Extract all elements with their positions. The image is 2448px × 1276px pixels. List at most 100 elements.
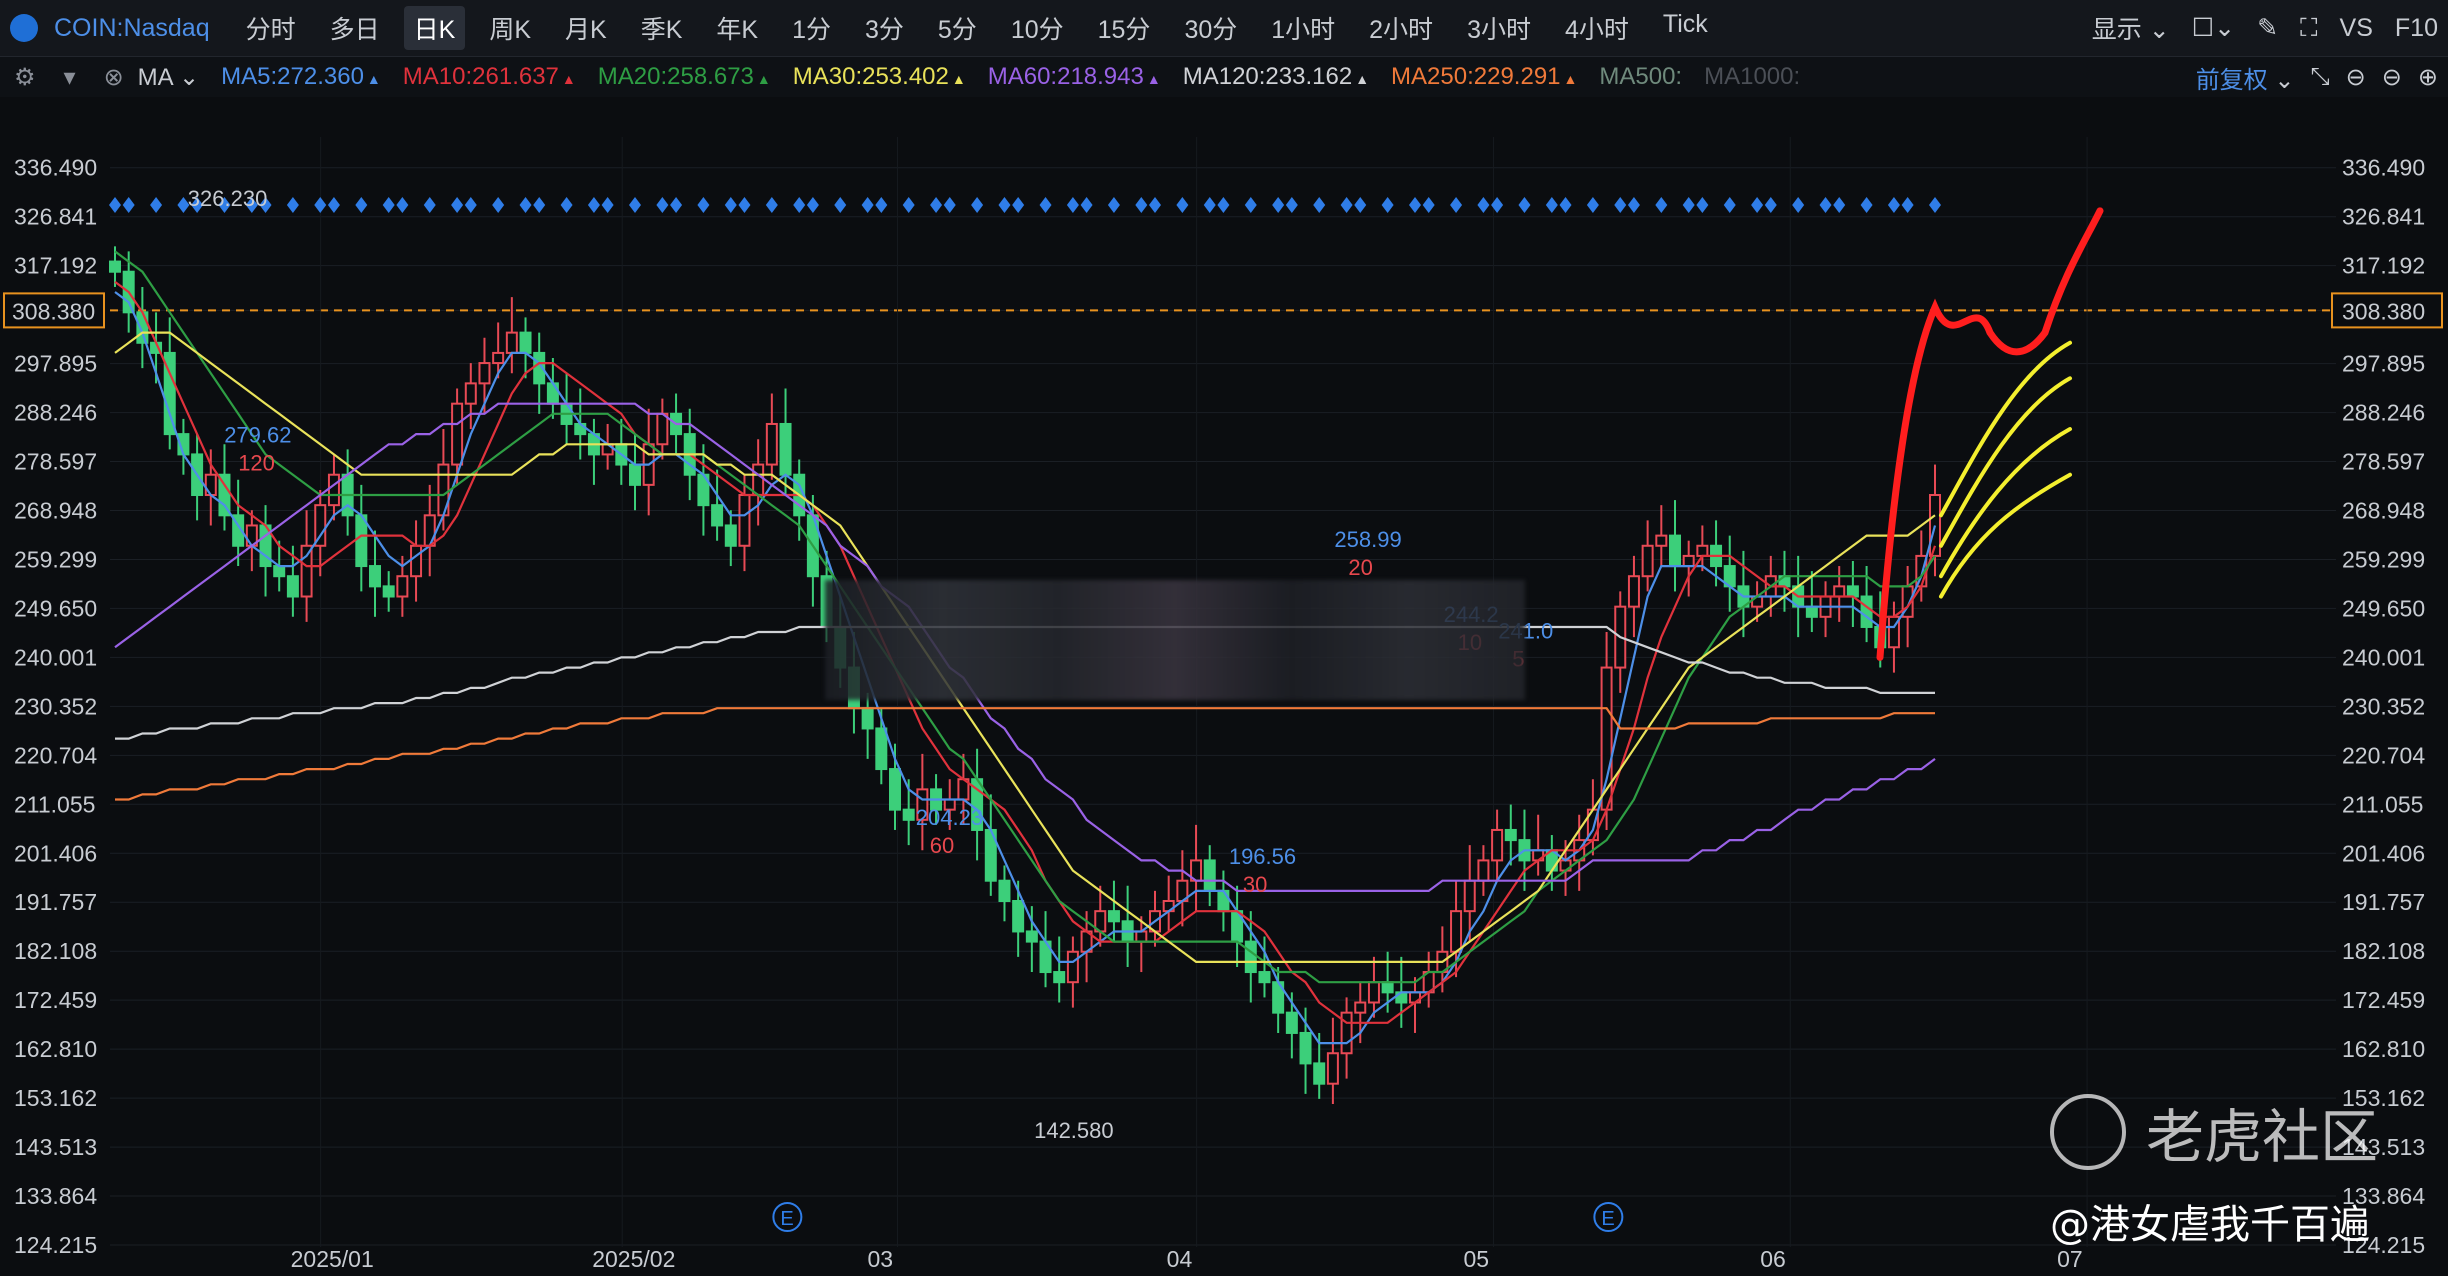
signal-diamond <box>560 197 573 213</box>
y-tick-label: 191.757 <box>14 889 97 915</box>
period-tab[interactable]: 5分 <box>937 16 977 44</box>
period-tab[interactable]: Tick <box>1662 10 1708 38</box>
signal-diamond <box>327 197 340 213</box>
candle-body <box>314 504 327 547</box>
period-tab[interactable]: 4小时 <box>1564 16 1629 44</box>
candle-body <box>1669 534 1681 568</box>
candle-body <box>136 311 149 344</box>
square-icon[interactable]: ☐⌄ <box>2191 14 2236 42</box>
period-tab[interactable]: 1分 <box>792 16 831 44</box>
candle-body <box>1641 544 1654 578</box>
candle-body <box>355 514 368 568</box>
candle-body <box>1025 930 1038 943</box>
signal-diamond <box>1203 197 1216 213</box>
period-tab[interactable]: 1小时 <box>1271 16 1336 44</box>
signal-diamond <box>861 197 874 213</box>
period-tab[interactable]: 2小时 <box>1369 16 1434 44</box>
ma-value-label: MA20:258.673 <box>597 63 754 90</box>
period-tab[interactable]: 3分 <box>865 16 904 44</box>
signal-diamond <box>191 197 204 213</box>
ma-value: MA5:272.360 ▲ <box>221 63 381 91</box>
y-tick-label: 162.810 <box>14 1036 97 1062</box>
y-tick-label: 259.299 <box>2342 546 2425 572</box>
price-annotation: 279.62 <box>224 422 291 447</box>
signal-diamond <box>1518 197 1531 213</box>
candle-body <box>423 514 436 547</box>
plus-circle-icon[interactable]: ⊕ <box>2417 63 2438 91</box>
candle-body <box>861 707 874 730</box>
fullscreen-icon[interactable]: ⛶ <box>2300 13 2318 42</box>
display-menu[interactable]: 显示 ⌄ <box>2092 10 2170 46</box>
candle-body <box>410 544 423 578</box>
signal-diamond <box>1655 197 1668 213</box>
ma-line-ma20 <box>114 250 1936 984</box>
period-tab[interactable]: 季K <box>640 16 683 44</box>
signal-diamond <box>1491 197 1504 213</box>
period-tab[interactable]: 10分 <box>1010 16 1064 44</box>
gear-icon[interactable]: ⚙ <box>14 63 36 91</box>
signal-diamond <box>1176 197 1189 213</box>
chevron-down-icon: ⌄ <box>2148 16 2170 44</box>
candle-body <box>889 768 901 811</box>
candle-body <box>1846 585 1859 598</box>
ma-line-ma60 <box>114 402 1936 893</box>
signal-diamond <box>1080 197 1093 213</box>
y-tick-label: 211.055 <box>2342 791 2423 817</box>
candle-body <box>1203 859 1216 892</box>
adjust-select[interactable]: 前复权 ⌄ <box>2195 66 2295 94</box>
ma-value: MA500: <box>1599 63 1682 91</box>
signal-diamond <box>1217 197 1230 213</box>
signal-diamond <box>1696 197 1709 213</box>
period-tabs: 分时 多日 日K 周K 月K 季K 年K 1分 3分 5分 10分 15分 30分 1小时 2小时 3小时 4小… <box>236 6 1732 50</box>
x-tick-label: 2025/02 <box>592 1246 675 1272</box>
up-arrow-icon: ▲ <box>1146 71 1161 87</box>
period-tab[interactable]: 3小时 <box>1467 16 1531 44</box>
y-tick-label: 297.895 <box>2342 351 2425 377</box>
period-tab[interactable]: 多日 <box>329 16 380 44</box>
period-tab[interactable]: 月K <box>565 16 607 44</box>
ma-value-label: MA5:272.360 <box>221 63 364 90</box>
candle-body <box>1066 950 1079 984</box>
candle-body <box>163 351 176 436</box>
kline-chart[interactable]: 336.490 336.490 326.841 326.841 317.192 317.1… <box>0 97 2448 1276</box>
indicator-select[interactable]: MA ⌄ <box>137 63 200 91</box>
scale-icon[interactable]: ⤡ <box>2310 63 2330 90</box>
period-tab[interactable]: 30分 <box>1184 16 1238 44</box>
hand-drawn-projection-yellow <box>1939 340 2072 518</box>
price-annotation: 142.580 <box>1034 1118 1114 1143</box>
minus-circle-icon[interactable]: ⊖ <box>2381 63 2402 91</box>
y-tick-label: 268.948 <box>2342 498 2425 524</box>
period-tab[interactable]: 年K <box>716 16 759 44</box>
signal-diamond <box>697 197 710 213</box>
y-tick-label: 220.704 <box>2342 742 2425 768</box>
period-tab[interactable]: 日K <box>403 6 466 50</box>
pen-icon[interactable]: ✎ <box>2257 14 2279 42</box>
f10-button[interactable]: F10 <box>2394 13 2438 42</box>
signal-diamond <box>1107 197 1120 213</box>
signal-diamond <box>1039 197 1052 213</box>
candle-body <box>505 331 518 354</box>
close-icon[interactable]: ⊗ <box>103 63 124 91</box>
minus-circle-icon[interactable]: ⊖ <box>2345 63 2366 91</box>
period-tab[interactable]: 分时 <box>245 16 296 44</box>
signal-diamond <box>245 197 258 213</box>
price-annotation: 204.23 <box>916 805 983 830</box>
signal-diamond <box>943 197 956 213</box>
candle-body <box>779 422 792 476</box>
period-annotation: 20 <box>1348 555 1372 580</box>
period-tab[interactable]: 周K <box>489 16 532 44</box>
author-credit: @港女虐我千百遍 <box>2050 1202 2370 1248</box>
candle-body <box>492 351 505 365</box>
y-tick-label: 153.162 <box>14 1085 97 1111</box>
period-tab[interactable]: 15分 <box>1097 16 1151 44</box>
tiger-logo-icon <box>2050 1094 2126 1170</box>
vs-button[interactable]: VS <box>2339 13 2373 42</box>
signal-diamond <box>629 197 641 213</box>
watermark: 老虎社区 <box>2050 1090 2378 1174</box>
candle-body <box>902 808 915 821</box>
dropdown-circle-icon[interactable]: ▾ <box>63 63 76 91</box>
candle-body <box>711 504 724 527</box>
y-tick-label: 124.215 <box>2342 1232 2425 1258</box>
symbol-label[interactable]: COIN:Nasdaq <box>54 13 210 42</box>
y-tick-label: 317.192 <box>2342 253 2425 279</box>
